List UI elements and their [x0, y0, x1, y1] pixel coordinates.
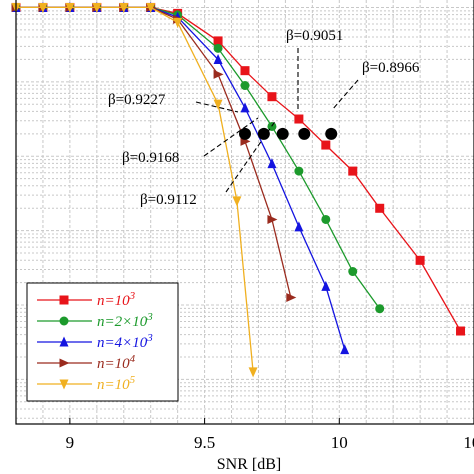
- axes: 9 9.5 10 10.: [66, 418, 474, 452]
- annotation-5: β=0.9112: [140, 119, 289, 208]
- legend-label: n=4×103: [97, 332, 153, 351]
- x-tick-label: 10.: [463, 433, 474, 452]
- legend-label: n=105: [97, 374, 136, 393]
- data-point: [59, 336, 69, 347]
- annotation-dot: [325, 127, 338, 140]
- annotation-4: β=0.9168: [122, 117, 270, 166]
- data-point: [119, 2, 129, 13]
- annotation-leader: [331, 79, 359, 111]
- series-group: [11, 1, 466, 378]
- legend-entry-2: n=2×103: [37, 311, 153, 330]
- annotation-1: β=0.9051: [286, 28, 343, 140]
- series-line: [16, 6, 381, 310]
- data-point: [240, 81, 250, 91]
- data-point: [59, 358, 70, 368]
- annotation-leader: [225, 119, 277, 193]
- data-point: [415, 255, 425, 265]
- data-point: [267, 92, 277, 102]
- data-point: [348, 166, 358, 176]
- annotation-dot: [239, 127, 251, 140]
- data-point: [213, 69, 224, 79]
- annotation-label: β=0.9112: [140, 192, 197, 208]
- data-point: [375, 203, 385, 213]
- legend-label: n=2×103: [97, 311, 153, 330]
- legend-entry-5: n=105: [37, 374, 136, 393]
- data-point: [321, 214, 331, 224]
- data-point: [92, 2, 102, 13]
- data-point: [38, 2, 48, 13]
- annotation-dot: [298, 127, 311, 140]
- data-point: [240, 66, 250, 76]
- data-point: [348, 267, 358, 277]
- data-point: [294, 114, 304, 124]
- data-point: [213, 99, 223, 110]
- annotation-dot: [257, 127, 270, 140]
- data-point: [59, 379, 69, 390]
- annotation-label: β=0.9051: [286, 28, 343, 44]
- x-axis-title: SNR [dB]: [217, 456, 281, 473]
- data-point: [213, 54, 223, 65]
- data-point: [240, 102, 250, 113]
- grid: [15, 0, 474, 424]
- series-5: [11, 2, 258, 378]
- legend: n=103 n=2×103 n=4×103 n=104 n=105: [26, 282, 179, 402]
- data-point: [294, 221, 304, 232]
- legend-entry-1: n=103: [37, 290, 136, 309]
- annotation-label: β=0.9168: [122, 150, 179, 166]
- annotation-leader: [203, 117, 259, 157]
- data-point: [340, 344, 350, 355]
- legend-label: n=103: [97, 290, 136, 309]
- series-line: [16, 6, 254, 372]
- annotation-3: β=0.9227: [108, 92, 251, 140]
- data-point: [59, 295, 69, 305]
- annotation-label: β=0.9227: [108, 92, 166, 108]
- data-point: [294, 166, 304, 176]
- data-point: [65, 2, 75, 13]
- annotation-dot: [276, 127, 289, 140]
- data-point: [173, 17, 183, 28]
- x-tick-label: 9.5: [194, 433, 215, 452]
- legend-label: n=104: [97, 353, 136, 372]
- series-2: [11, 2, 385, 314]
- data-point: [146, 2, 156, 13]
- data-point: [267, 158, 277, 169]
- data-point: [59, 316, 69, 326]
- data-point: [456, 326, 466, 336]
- data-point: [375, 304, 385, 314]
- data-point: [286, 293, 297, 303]
- data-point: [267, 214, 278, 224]
- annotation-label: β=0.8966: [362, 60, 420, 76]
- annotation-group: β=0.9051 β=0.8966 β=0.9227 β=0.9168 β=0.9112: [108, 28, 420, 208]
- data-point: [213, 36, 223, 46]
- annotation-leader: [195, 101, 239, 113]
- annotation-2: β=0.8966: [325, 60, 420, 140]
- data-point: [248, 367, 258, 378]
- plot-frame: [15, 0, 474, 425]
- data-point: [232, 196, 242, 207]
- x-tick-label: 10: [331, 433, 348, 452]
- data-point: [321, 140, 331, 150]
- legend-entry-3: n=4×103: [37, 332, 153, 351]
- data-point: [213, 43, 223, 53]
- legend-entry-4: n=104: [37, 353, 136, 372]
- data-point: [321, 280, 331, 291]
- x-tick-label: 9: [66, 433, 75, 452]
